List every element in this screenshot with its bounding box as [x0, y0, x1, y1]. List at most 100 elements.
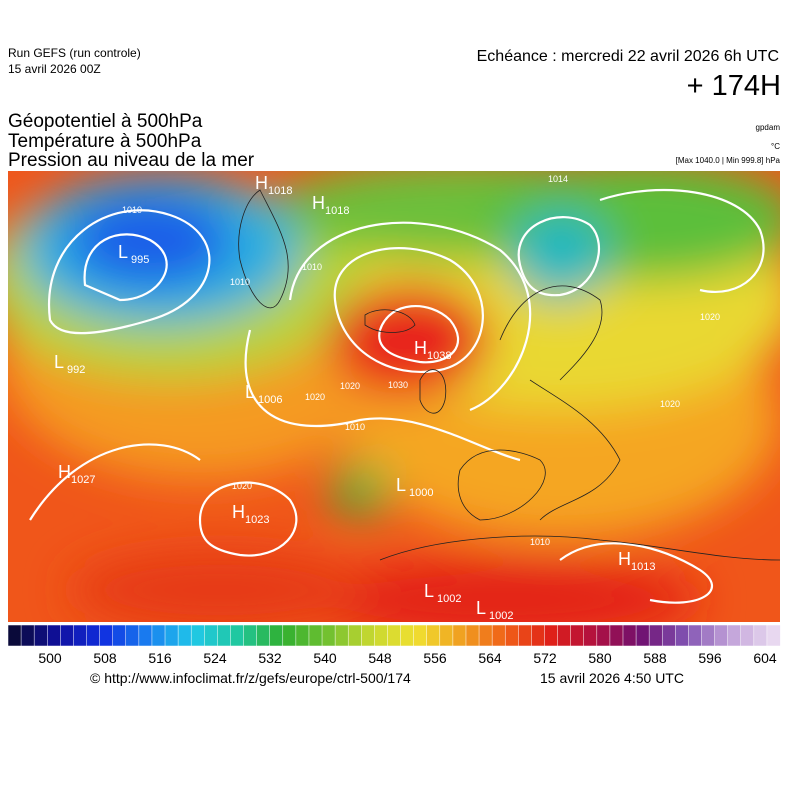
- colorbar-swatch: [387, 624, 402, 647]
- colorbar-swatch: [701, 624, 716, 647]
- center-value: 1018: [325, 205, 349, 217]
- pressure-center: L 1002: [476, 598, 513, 622]
- colorbar-swatch: [439, 624, 454, 647]
- colorbar-swatch: [334, 624, 349, 647]
- center-kind: L: [396, 475, 406, 495]
- colorbar-swatch: [465, 624, 480, 647]
- colorbar-swatch: [426, 624, 441, 647]
- isobar-label: 1020: [660, 399, 680, 409]
- pressure-center: H 1027: [58, 462, 95, 486]
- center-kind: H: [312, 193, 325, 213]
- unit-label: [Max 1040.0 | Min 999.8] hPa: [676, 156, 781, 165]
- colorbar-tick-label: 604: [753, 650, 777, 666]
- lead-time: + 174H: [687, 70, 781, 102]
- isobar-label: 1010: [345, 422, 365, 432]
- run-date: 15 avril 2026 00Z: [8, 62, 101, 76]
- colorbar-tick-label: 516: [148, 650, 172, 666]
- colorbar-tick-label: 524: [203, 650, 227, 666]
- colorbar-tick-label: 564: [478, 650, 502, 666]
- colorbar-tick-label: 596: [698, 650, 722, 666]
- colorbar-swatch: [753, 624, 768, 647]
- isobar-label: 1020: [232, 481, 252, 491]
- center-kind: H: [58, 462, 71, 482]
- pressure-center: L 1000: [396, 475, 433, 499]
- colorbar-swatch: [217, 624, 232, 647]
- colorbar-swatch: [347, 624, 362, 647]
- center-value: 1002: [437, 593, 461, 605]
- colorbar-swatch: [295, 624, 310, 647]
- colorbar-swatch: [164, 624, 179, 647]
- isobar-label: 1010: [530, 537, 550, 547]
- center-kind: H: [618, 549, 631, 569]
- colorbar-swatch: [518, 624, 533, 647]
- title: Pression au niveau de la mer: [8, 150, 255, 171]
- center-value: 992: [67, 364, 85, 376]
- pressure-center: H 1018: [312, 193, 349, 217]
- colorbar-swatch: [452, 624, 467, 647]
- unit-label: °C: [771, 142, 780, 151]
- center-kind: L: [424, 581, 434, 601]
- run-label: Run GEFS (run controle): [8, 46, 141, 60]
- center-value: 1023: [245, 514, 269, 526]
- colorbar-swatch: [635, 624, 650, 647]
- colorbar-swatch: [609, 624, 624, 647]
- colorbar-swatch: [727, 624, 742, 647]
- center-kind: L: [476, 598, 486, 618]
- colorbar-swatch: [99, 624, 114, 647]
- title: Température à 500hPa: [8, 131, 202, 152]
- colorbar-swatch: [557, 624, 572, 647]
- isobar-label: 1020: [700, 312, 720, 322]
- center-kind: L: [118, 242, 128, 262]
- colorbar: 500 508 516 524 532 540 548 556 564 572 580 588 596 6…: [7, 624, 781, 666]
- colorbar-swatch: [622, 624, 637, 647]
- isobar-label: 1010: [122, 205, 142, 215]
- colorbar-swatch: [321, 624, 336, 647]
- colorbar-swatch: [269, 624, 284, 647]
- colorbar-swatch: [204, 624, 219, 647]
- colorbar-swatch: [33, 624, 48, 647]
- isobar-label: 1030: [388, 380, 408, 390]
- colorbar-swatch: [413, 624, 428, 647]
- title: Géopotentiel à 500hPa: [8, 111, 203, 132]
- isobar-label: 1010: [230, 277, 250, 287]
- colorbar-tick-label: 500: [38, 650, 62, 666]
- center-value: 1013: [631, 561, 655, 573]
- pressure-center: L 1006: [245, 382, 282, 406]
- center-value: 1002: [489, 610, 513, 622]
- colorbar-tick-label: 556: [423, 650, 447, 666]
- colorbar-swatch: [688, 624, 703, 647]
- colorbar-swatch: [308, 624, 323, 647]
- colorbar-swatch: [86, 624, 101, 647]
- pressure-center: L 995: [118, 242, 149, 266]
- temperature-field: [8, 171, 780, 622]
- center-value: 995: [131, 254, 149, 266]
- colorbar-swatch: [282, 624, 297, 647]
- center-kind: H: [255, 173, 268, 193]
- pressure-center: L 1002: [424, 581, 461, 605]
- center-value: 1006: [258, 394, 282, 406]
- center-kind: L: [245, 382, 255, 402]
- center-kind: L: [54, 352, 64, 372]
- isobar-label: 1020: [340, 381, 360, 391]
- colorbar-tick-label: 572: [533, 650, 557, 666]
- colorbar-swatch: [374, 624, 389, 647]
- pressure-center: L 992: [54, 352, 85, 376]
- center-value: 1000: [409, 487, 433, 499]
- pressure-center: H 1013: [618, 549, 655, 573]
- colorbar-swatch: [491, 624, 506, 647]
- colorbar-swatch: [583, 624, 598, 647]
- unit-label: gpdam: [756, 123, 781, 132]
- colorbar-swatch: [112, 624, 127, 647]
- colorbar-tick-label: 588: [643, 650, 667, 666]
- colorbar-swatch: [661, 624, 676, 647]
- colorbar-swatch: [544, 624, 559, 647]
- center-value: 1038: [427, 350, 451, 362]
- coastlines: [238, 189, 780, 561]
- colorbar-swatch: [596, 624, 611, 647]
- colorbar-swatch: [675, 624, 690, 647]
- colorbar-swatch: [177, 624, 192, 647]
- colorbar-swatch: [766, 624, 781, 647]
- pressure-center: H 1023: [232, 502, 269, 526]
- colorbar-swatch: [47, 624, 61, 647]
